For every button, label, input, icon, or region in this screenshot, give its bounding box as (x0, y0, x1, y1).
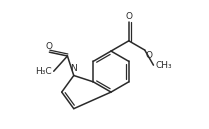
Text: N: N (70, 64, 77, 73)
Text: O: O (146, 51, 153, 60)
Text: H₃C: H₃C (36, 67, 52, 76)
Text: O: O (46, 42, 53, 51)
Text: O: O (125, 12, 132, 21)
Text: CH₃: CH₃ (155, 61, 172, 70)
